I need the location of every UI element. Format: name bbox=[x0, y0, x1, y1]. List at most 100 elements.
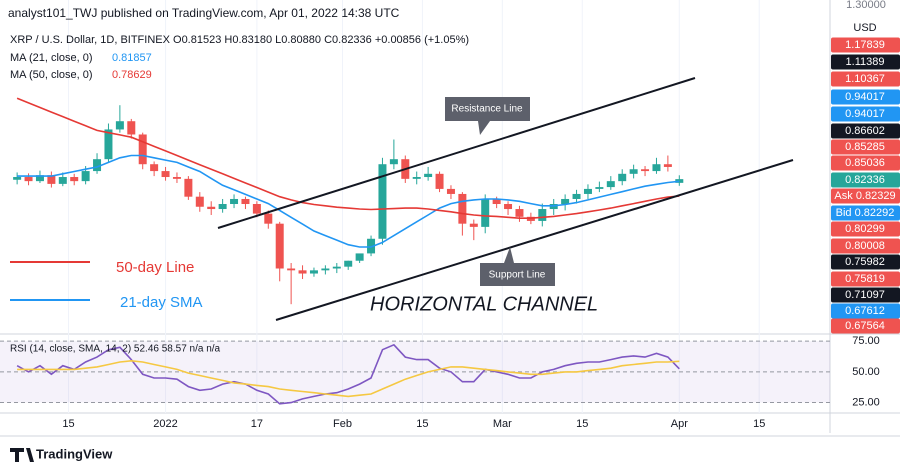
candle-body bbox=[435, 173, 444, 189]
tv-logo bbox=[10, 448, 34, 462]
ma21-value: 0.81857 bbox=[112, 52, 152, 64]
series-line bbox=[16, 343, 680, 405]
candle-body bbox=[127, 121, 136, 135]
candle-body bbox=[606, 181, 615, 188]
price-tag-label: 1.17839 bbox=[845, 39, 885, 51]
x-tick-label: Feb bbox=[333, 418, 352, 430]
price-tag bbox=[831, 318, 900, 334]
price-tag-label: 1.11389 bbox=[846, 56, 885, 68]
candle-body bbox=[287, 268, 296, 271]
ma50-label: 50-day Line bbox=[116, 259, 194, 276]
candle-body bbox=[481, 198, 490, 227]
candle-body bbox=[629, 169, 638, 174]
x-tick-label: 15 bbox=[576, 418, 588, 430]
price-tag bbox=[831, 139, 900, 155]
price-tag-label: 0.94017 bbox=[845, 108, 885, 120]
price-tag bbox=[831, 221, 900, 237]
price-tag-label: 0.67564 bbox=[845, 320, 885, 332]
candle-body bbox=[332, 266, 341, 269]
candle-body bbox=[469, 223, 478, 227]
candle-body bbox=[458, 193, 467, 224]
price-tag bbox=[831, 20, 900, 36]
ma21-label: 21-day SMA bbox=[120, 294, 203, 311]
y-tick-label: 50.00 bbox=[852, 366, 880, 378]
price-tag-label: 0.75982 bbox=[845, 256, 885, 268]
rsi-legend: RSI (14, close, SMA, 14, 2) 52.46 58.57 … bbox=[10, 344, 221, 355]
price-tag bbox=[831, 172, 900, 188]
price-tag bbox=[831, 106, 900, 122]
candle-body bbox=[207, 206, 216, 210]
price-tag-label: 0.82336 bbox=[845, 174, 885, 186]
candle-body bbox=[172, 177, 181, 179]
candle-body bbox=[561, 198, 570, 205]
candle-body bbox=[230, 198, 239, 205]
candle-body bbox=[161, 171, 170, 178]
candle-body bbox=[583, 188, 592, 194]
candle-body bbox=[504, 204, 513, 210]
price-tag-label: Ask 0.82329 bbox=[834, 190, 895, 202]
candle-body bbox=[446, 188, 455, 194]
candle-body bbox=[70, 177, 79, 182]
candle-body bbox=[538, 209, 547, 221]
price-tag-label: 0.67612 bbox=[845, 305, 885, 317]
price-tag bbox=[831, 89, 900, 105]
candle-body bbox=[47, 175, 56, 184]
support-label: Support Line bbox=[489, 270, 546, 281]
price-tag bbox=[831, 271, 900, 287]
price-tag bbox=[831, 254, 900, 270]
x-tick-label: 17 bbox=[251, 418, 263, 430]
candle-body bbox=[275, 223, 284, 269]
price-tag-label: 0.80008 bbox=[845, 240, 885, 252]
candle-body bbox=[412, 177, 421, 179]
candle-body bbox=[641, 169, 650, 172]
candle-body bbox=[138, 134, 147, 165]
y-tick-label: 25.00 bbox=[852, 396, 880, 408]
x-tick-label: 2022 bbox=[153, 418, 177, 430]
price-tag bbox=[831, 205, 900, 221]
marks bbox=[13, 97, 684, 405]
candle-body bbox=[218, 204, 227, 210]
footer-brand: TradingView bbox=[36, 446, 113, 461]
price-tag bbox=[831, 238, 900, 254]
candle-body bbox=[595, 187, 604, 189]
symbol-legend: XRP / U.S. Dollar, 1D, BITFINEX O0.81523… bbox=[10, 34, 469, 46]
x-tick-label: Mar bbox=[493, 418, 512, 430]
publish-header: analyst101_TWJ published on TradingView.… bbox=[8, 6, 400, 20]
candle-body bbox=[675, 179, 684, 183]
price-tag bbox=[831, 155, 900, 171]
series-line bbox=[17, 154, 680, 248]
price-tag bbox=[831, 123, 900, 139]
price-tag-label: 0.71097 bbox=[845, 289, 885, 301]
ma21-legend: MA (21, close, 0) bbox=[10, 52, 93, 64]
candle-body bbox=[241, 198, 250, 205]
candle-body bbox=[321, 268, 330, 271]
x-tick-label: Apr bbox=[671, 418, 688, 430]
candle-body bbox=[115, 121, 124, 130]
price-tag bbox=[831, 303, 900, 319]
candle-body bbox=[389, 159, 398, 165]
candle-body bbox=[264, 213, 273, 224]
candle-body bbox=[367, 238, 376, 254]
series-line bbox=[17, 359, 680, 398]
price-tag-label: 0.94017 bbox=[845, 91, 885, 103]
price-tag-label: USD bbox=[853, 22, 876, 34]
resistance-callout bbox=[445, 97, 530, 135]
candle-body bbox=[378, 164, 387, 239]
channel-label: HORIZONTAL CHANNEL bbox=[370, 293, 598, 315]
candle-body bbox=[104, 129, 113, 160]
candle-body bbox=[492, 198, 501, 205]
price-tag-label: 0.80299 bbox=[845, 223, 885, 235]
candle-body bbox=[35, 175, 44, 182]
support-trendline bbox=[275, 159, 794, 321]
candle-body bbox=[24, 177, 33, 182]
price-tag bbox=[831, 37, 900, 53]
price-tag bbox=[831, 71, 900, 87]
resistance-trendline bbox=[217, 77, 696, 229]
x-tick-label: 15 bbox=[416, 418, 428, 430]
support-callout bbox=[480, 247, 555, 286]
candle-body bbox=[150, 164, 159, 172]
candle-body bbox=[195, 196, 204, 207]
price-tag-label: 0.85285 bbox=[845, 141, 885, 153]
candle-body bbox=[309, 270, 318, 274]
candle-body bbox=[355, 253, 364, 261]
